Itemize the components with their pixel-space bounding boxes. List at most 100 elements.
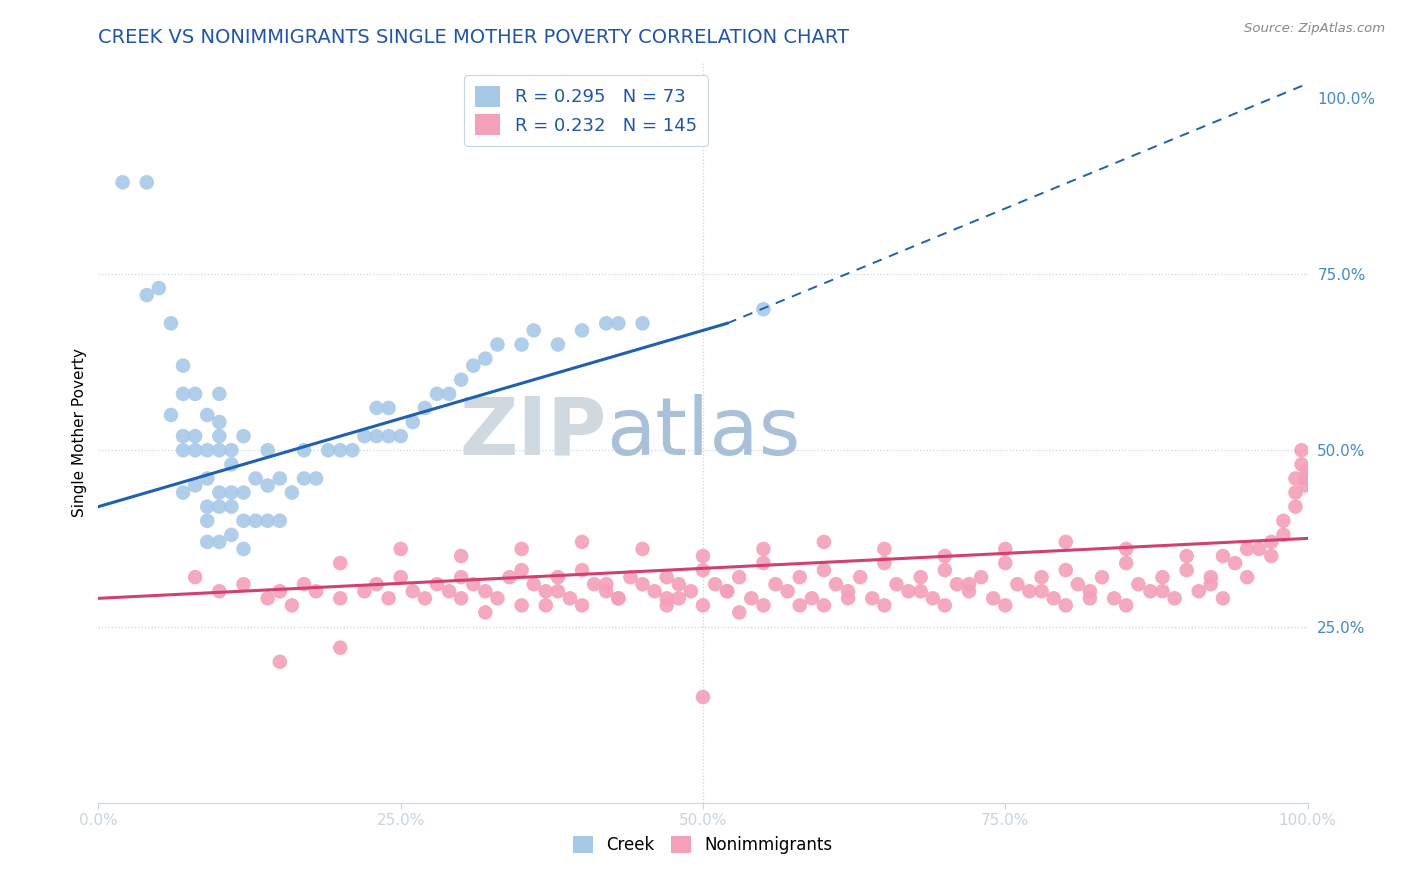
- Point: [413, 591, 436, 606]
- Point: [413, 401, 436, 415]
- Point: [668, 591, 690, 606]
- Point: [1236, 570, 1258, 584]
- Point: [474, 351, 496, 366]
- Point: [571, 563, 593, 577]
- Point: [172, 443, 194, 458]
- Point: [886, 577, 908, 591]
- Point: [728, 570, 751, 584]
- Point: [269, 584, 291, 599]
- Point: [1294, 478, 1316, 492]
- Point: [232, 541, 254, 556]
- Point: [595, 316, 617, 330]
- Point: [342, 443, 364, 458]
- Point: [221, 443, 243, 458]
- Point: [813, 599, 835, 613]
- Point: [1295, 464, 1317, 478]
- Point: [547, 570, 569, 584]
- Point: [402, 415, 425, 429]
- Point: [716, 584, 738, 599]
- Point: [232, 485, 254, 500]
- Point: [269, 514, 291, 528]
- Point: [752, 556, 775, 570]
- Point: [463, 359, 485, 373]
- Point: [655, 591, 678, 606]
- Point: [366, 401, 388, 415]
- Point: [547, 584, 569, 599]
- Point: [716, 584, 738, 599]
- Point: [837, 584, 859, 599]
- Point: [692, 599, 714, 613]
- Point: [195, 535, 218, 549]
- Point: [1115, 599, 1137, 613]
- Point: [366, 429, 388, 443]
- Point: [692, 690, 714, 704]
- Point: [558, 591, 581, 606]
- Point: [172, 485, 194, 500]
- Point: [450, 549, 472, 563]
- Point: [353, 429, 375, 443]
- Point: [1152, 570, 1174, 584]
- Point: [208, 500, 231, 514]
- Point: [184, 570, 207, 584]
- Point: [1188, 584, 1211, 599]
- Point: [934, 599, 956, 613]
- Point: [571, 323, 593, 337]
- Point: [1175, 563, 1198, 577]
- Point: [1291, 458, 1313, 472]
- Point: [208, 415, 231, 429]
- Point: [474, 606, 496, 620]
- Point: [377, 591, 399, 606]
- Point: [571, 535, 593, 549]
- Point: [1139, 584, 1161, 599]
- Point: [1054, 599, 1077, 613]
- Text: atlas: atlas: [606, 393, 800, 472]
- Point: [765, 577, 787, 591]
- Point: [426, 387, 449, 401]
- Point: [437, 584, 460, 599]
- Text: CREEK VS NONIMMIGRANTS SINGLE MOTHER POVERTY CORRELATION CHART: CREEK VS NONIMMIGRANTS SINGLE MOTHER POV…: [98, 28, 849, 47]
- Point: [1102, 591, 1125, 606]
- Point: [934, 563, 956, 577]
- Point: [510, 337, 533, 351]
- Point: [1115, 556, 1137, 570]
- Point: [1236, 541, 1258, 556]
- Point: [486, 591, 509, 606]
- Point: [752, 302, 775, 317]
- Point: [221, 500, 243, 514]
- Point: [1031, 584, 1053, 599]
- Point: [1054, 535, 1077, 549]
- Point: [910, 584, 932, 599]
- Point: [135, 175, 157, 189]
- Point: [619, 570, 641, 584]
- Point: [426, 577, 449, 591]
- Point: [1199, 577, 1222, 591]
- Point: [172, 429, 194, 443]
- Point: [1175, 549, 1198, 563]
- Point: [776, 584, 799, 599]
- Point: [377, 401, 399, 415]
- Point: [450, 570, 472, 584]
- Point: [752, 541, 775, 556]
- Point: [1031, 570, 1053, 584]
- Point: [523, 577, 546, 591]
- Point: [402, 584, 425, 599]
- Point: [994, 541, 1017, 556]
- Point: [292, 443, 315, 458]
- Point: [1291, 443, 1313, 458]
- Point: [281, 485, 304, 500]
- Point: [232, 577, 254, 591]
- Point: [111, 175, 134, 189]
- Point: [534, 599, 557, 613]
- Point: [1223, 556, 1246, 570]
- Point: [1067, 577, 1090, 591]
- Point: [184, 429, 207, 443]
- Point: [1272, 514, 1295, 528]
- Point: [957, 577, 980, 591]
- Point: [800, 591, 823, 606]
- Point: [184, 387, 207, 401]
- Point: [692, 549, 714, 563]
- Point: [195, 471, 218, 485]
- Point: [269, 655, 291, 669]
- Point: [970, 570, 993, 584]
- Point: [135, 288, 157, 302]
